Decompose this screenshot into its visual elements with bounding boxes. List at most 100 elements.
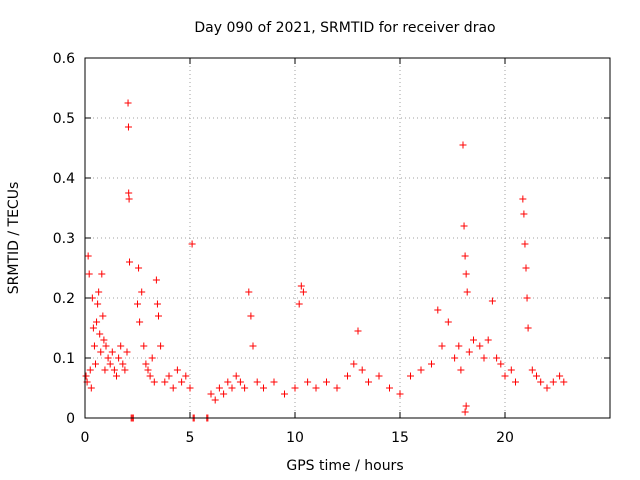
data-point — [295, 300, 303, 308]
data-point — [134, 300, 141, 308]
data-point — [90, 342, 98, 350]
data-point — [236, 378, 244, 386]
data-point — [451, 354, 459, 362]
data-point — [444, 318, 452, 326]
data-point — [182, 372, 190, 380]
data-point — [512, 378, 519, 386]
data-point — [99, 312, 107, 320]
data-point — [161, 378, 169, 386]
y-tick-label: 0.5 — [53, 111, 75, 127]
data-point — [519, 195, 527, 203]
data-point — [434, 306, 442, 314]
data-point — [173, 366, 181, 374]
data-point — [560, 378, 568, 386]
data-point — [549, 378, 557, 386]
data-point — [124, 99, 132, 107]
data-point — [463, 288, 471, 296]
data-point — [215, 384, 223, 392]
x-tick-label: 15 — [391, 430, 409, 446]
data-point — [358, 366, 366, 374]
data-point — [253, 378, 261, 386]
data-point — [493, 354, 501, 362]
data-point — [484, 336, 492, 344]
data-point — [460, 222, 468, 230]
data-point — [188, 240, 196, 248]
data-point — [333, 384, 341, 392]
data-point — [297, 282, 305, 290]
data-point — [462, 402, 470, 410]
data-point — [312, 384, 320, 392]
x-tick-label: 0 — [81, 430, 90, 446]
data-point — [455, 342, 463, 350]
data-point — [207, 390, 215, 398]
data-point — [462, 270, 470, 278]
data-points — [82, 99, 568, 422]
data-point — [165, 372, 173, 380]
data-point — [125, 189, 133, 197]
data-point — [528, 366, 536, 374]
data-point — [211, 396, 219, 404]
plot-frame — [84, 57, 611, 419]
data-point — [84, 252, 92, 260]
data-point — [428, 360, 435, 368]
data-point — [396, 390, 404, 398]
grid — [85, 58, 610, 418]
data-point — [113, 372, 120, 380]
data-point — [150, 378, 158, 386]
data-point — [488, 297, 496, 305]
data-point — [108, 348, 116, 356]
data-point — [354, 327, 362, 335]
data-point — [101, 366, 109, 374]
data-point — [100, 336, 108, 344]
data-point — [97, 348, 105, 356]
data-point — [82, 372, 90, 380]
data-point — [260, 384, 267, 392]
data-point — [86, 366, 94, 374]
data-point — [249, 342, 257, 350]
data-point — [299, 288, 307, 296]
y-axis-label: SRMTID / TECUs — [6, 182, 22, 295]
chart-title: Day 090 of 2021, SRMTID for receiver dra… — [194, 20, 495, 36]
data-point — [386, 384, 393, 392]
data-point — [121, 366, 129, 374]
data-point — [102, 342, 110, 350]
x-axis-label: GPS time / hours — [286, 458, 403, 474]
data-point — [228, 384, 236, 392]
data-point — [281, 390, 288, 398]
data-point — [537, 378, 545, 386]
data-point — [438, 342, 446, 350]
data-point — [220, 390, 228, 398]
data-point — [407, 372, 414, 380]
data-point — [119, 360, 127, 368]
data-point — [523, 294, 531, 302]
data-point — [247, 312, 255, 320]
data-point — [146, 372, 154, 380]
data-point — [125, 195, 133, 203]
data-point — [92, 360, 99, 368]
data-point — [241, 384, 249, 392]
data-point — [417, 366, 425, 374]
data-point — [497, 360, 505, 368]
data-point — [152, 276, 160, 284]
data-point — [533, 372, 540, 380]
y-tick-label: 0.6 — [53, 51, 75, 67]
data-point — [521, 240, 529, 248]
data-point — [232, 372, 240, 380]
y-tick-label: 0.4 — [53, 171, 75, 187]
data-point — [124, 123, 132, 131]
data-point — [470, 336, 477, 344]
data-point — [476, 342, 484, 350]
data-point — [465, 348, 473, 356]
data-point — [270, 378, 278, 386]
data-point — [178, 378, 186, 386]
data-point — [323, 378, 330, 386]
data-point — [94, 300, 102, 308]
data-point — [543, 384, 551, 392]
data-point — [115, 354, 123, 362]
data-point — [365, 378, 372, 386]
data-point — [459, 141, 467, 149]
data-point — [153, 300, 161, 308]
data-point — [524, 324, 532, 332]
data-point — [93, 318, 101, 326]
x-tick-label: 10 — [286, 430, 304, 446]
